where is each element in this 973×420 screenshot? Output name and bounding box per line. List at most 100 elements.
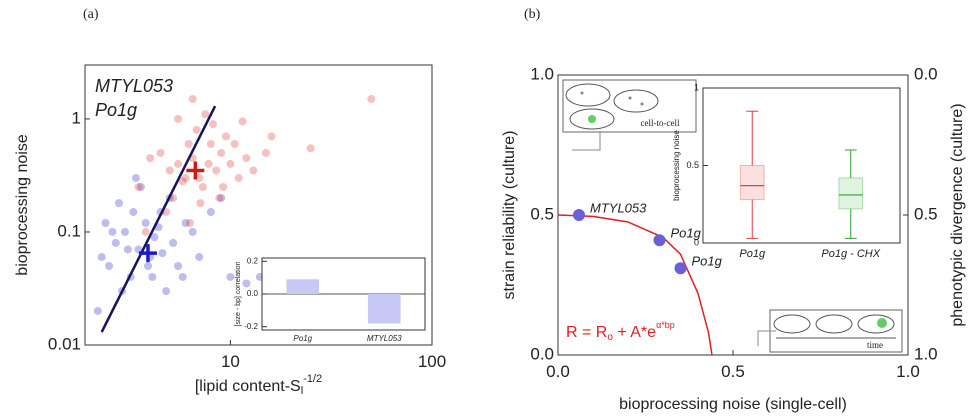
legend-entry: Po1g	[95, 100, 137, 120]
point	[195, 253, 204, 262]
y2-axis-label: phenotypic divergence (culture)	[949, 103, 966, 326]
x-axis-label: bioprocessing noise (single-cell)	[619, 396, 847, 413]
point-label: MTYL053	[590, 200, 647, 215]
x-tick-label: 0.5	[721, 362, 745, 381]
point	[306, 144, 315, 153]
x-tick-label: 100	[418, 352, 446, 371]
y-tick-label: 1	[72, 108, 81, 127]
diagram-box	[769, 309, 903, 353]
diagram-label: time	[867, 340, 883, 350]
point	[120, 227, 129, 236]
panel-label: (b)	[524, 7, 541, 22]
y-tick-label: -0.2	[244, 322, 258, 331]
point	[169, 238, 178, 247]
x-tick-label: 1.0	[896, 362, 920, 381]
cell	[569, 108, 615, 130]
point	[226, 272, 235, 281]
point	[201, 110, 210, 119]
point	[174, 114, 183, 123]
point	[185, 219, 194, 228]
box	[739, 165, 765, 201]
y-tick-label: 0.1	[57, 221, 81, 240]
point	[653, 234, 666, 247]
point	[674, 262, 687, 275]
point	[114, 199, 123, 208]
point	[230, 140, 239, 149]
x-tick-label: 0.0	[546, 362, 570, 381]
x-tick-label: 10	[221, 352, 240, 371]
cell-dot	[877, 318, 887, 328]
point	[204, 159, 213, 168]
mean-cross	[186, 161, 205, 180]
point	[206, 140, 215, 149]
point	[249, 166, 258, 175]
x-axis-label-sub: l	[301, 385, 303, 397]
point	[221, 132, 230, 141]
point	[215, 193, 224, 202]
cell	[815, 314, 853, 334]
point	[148, 272, 157, 281]
y-axis-label: bioprocessing noise	[672, 130, 681, 201]
y-tick-label: 1	[694, 82, 699, 92]
y-axis-label: bioprocessing noise	[14, 134, 31, 276]
point	[206, 208, 215, 217]
equation-main: R = R	[566, 324, 607, 341]
y-tick-label: 0.01	[48, 334, 81, 353]
point	[174, 159, 183, 168]
point	[158, 249, 167, 258]
point	[217, 148, 226, 157]
y-tick-label: 0	[694, 237, 699, 247]
y-tick-label: 0.2	[247, 256, 259, 265]
equation-sub: o	[607, 332, 613, 343]
inset-background	[703, 88, 900, 243]
point	[129, 208, 138, 217]
point	[196, 199, 205, 208]
point	[108, 227, 117, 236]
point	[188, 95, 197, 104]
point	[162, 287, 171, 296]
y2-tick-label: 1.0	[914, 344, 938, 363]
panel-label: (a)	[83, 7, 99, 22]
point-label: Po1g	[692, 254, 723, 269]
point	[267, 132, 276, 141]
point	[111, 238, 120, 247]
diagram-label: cell-to-cell	[641, 118, 680, 128]
bar	[367, 294, 401, 324]
point	[178, 177, 187, 186]
point	[184, 140, 193, 149]
point	[226, 159, 235, 168]
point	[136, 182, 145, 191]
cell	[773, 314, 811, 334]
point	[141, 227, 150, 236]
point	[156, 148, 165, 157]
point	[105, 261, 114, 270]
point	[141, 219, 150, 228]
mean-cross	[138, 244, 157, 263]
point	[97, 253, 106, 262]
equation: R = Ro + A*eα*bp	[566, 320, 675, 342]
point	[93, 306, 102, 315]
point	[573, 209, 585, 221]
y-tick-label: 1.0	[530, 64, 554, 83]
point	[146, 154, 155, 163]
y-tick-label: 0.5	[686, 160, 699, 170]
x-tick-label: MTYL053	[367, 334, 402, 343]
point	[261, 148, 270, 157]
y2-tick-label: 0.0	[914, 64, 938, 83]
point	[219, 182, 228, 191]
arrow	[572, 132, 601, 151]
x-axis-label-sup: -1/2	[303, 373, 322, 385]
cell-dot	[628, 96, 632, 100]
point	[123, 245, 132, 254]
x-tick-label: Po1g - CHX	[821, 248, 880, 260]
cell-dot	[640, 102, 644, 106]
point	[217, 193, 226, 202]
cell-diagram: cell-to-cell	[562, 79, 697, 151]
point	[143, 261, 152, 270]
y-axis-label: [size - bp] correlation	[235, 261, 242, 326]
time-diagram: time	[757, 309, 903, 353]
legend-entry: MTYL053	[95, 76, 173, 96]
x-axis-label-text: [lipid content-S	[195, 378, 301, 395]
point	[131, 174, 140, 183]
